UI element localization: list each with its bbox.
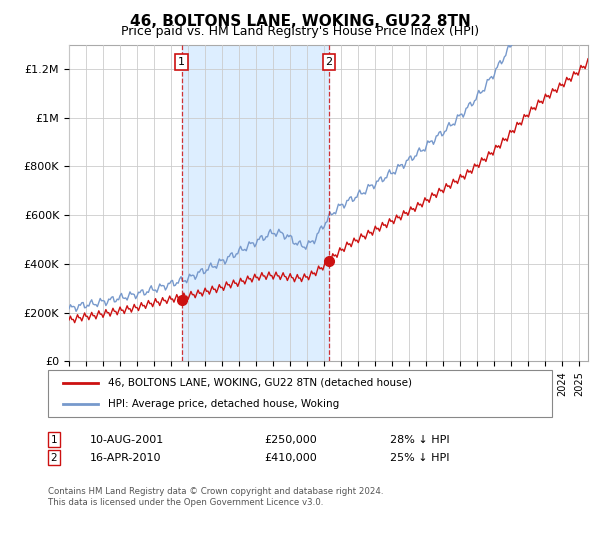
Text: £250,000: £250,000 xyxy=(264,435,317,445)
Text: 1: 1 xyxy=(178,57,185,67)
Text: Contains HM Land Registry data © Crown copyright and database right 2024.
This d: Contains HM Land Registry data © Crown c… xyxy=(48,487,383,507)
Text: 16-APR-2010: 16-APR-2010 xyxy=(90,452,161,463)
Text: £410,000: £410,000 xyxy=(264,452,317,463)
Text: 10-AUG-2001: 10-AUG-2001 xyxy=(90,435,164,445)
Text: 46, BOLTONS LANE, WOKING, GU22 8TN: 46, BOLTONS LANE, WOKING, GU22 8TN xyxy=(130,14,470,29)
Text: 28% ↓ HPI: 28% ↓ HPI xyxy=(390,435,449,445)
Bar xyxy=(182,45,329,361)
Text: HPI: Average price, detached house, Woking: HPI: Average price, detached house, Woki… xyxy=(109,399,340,409)
Text: 2: 2 xyxy=(326,57,333,67)
Text: 46, BOLTONS LANE, WOKING, GU22 8TN (detached house): 46, BOLTONS LANE, WOKING, GU22 8TN (deta… xyxy=(109,378,412,388)
Text: Price paid vs. HM Land Registry's House Price Index (HPI): Price paid vs. HM Land Registry's House … xyxy=(121,25,479,38)
Text: 2: 2 xyxy=(50,452,58,463)
Text: 25% ↓ HPI: 25% ↓ HPI xyxy=(390,452,449,463)
Text: 1: 1 xyxy=(50,435,58,445)
